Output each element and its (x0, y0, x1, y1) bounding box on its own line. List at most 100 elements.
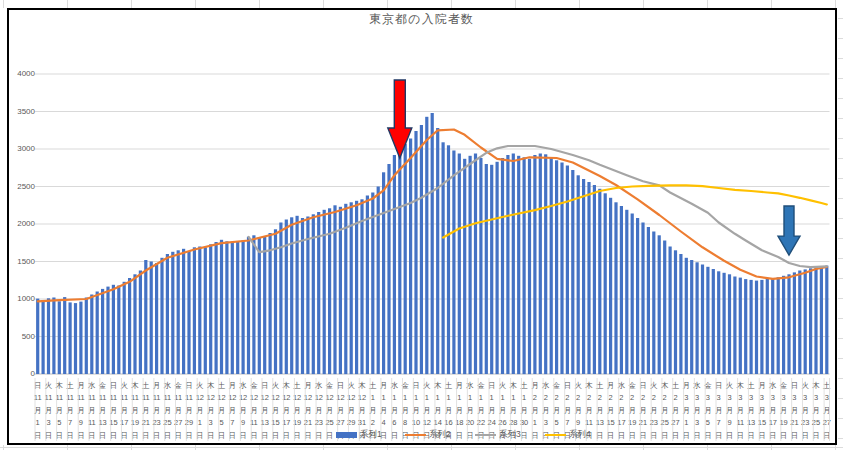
bar[interactable] (285, 220, 288, 375)
legend-item-系列4[interactable]: 系列4 (545, 429, 610, 441)
bar[interactable] (723, 273, 726, 374)
bar[interactable] (533, 155, 536, 374)
bar[interactable] (496, 162, 499, 374)
bar[interactable] (339, 207, 342, 374)
bar[interactable] (782, 276, 785, 374)
bar[interactable] (155, 263, 158, 374)
bar[interactable] (269, 233, 272, 374)
blue-down-arrow[interactable] (778, 206, 800, 255)
bar[interactable] (366, 196, 369, 375)
bar[interactable] (625, 210, 628, 374)
bar[interactable] (274, 229, 277, 374)
bar[interactable] (452, 151, 455, 375)
bar[interactable] (171, 252, 174, 374)
bar[interactable] (814, 267, 817, 374)
bar[interactable] (139, 271, 142, 375)
bar[interactable] (177, 250, 180, 374)
bar[interactable] (825, 266, 828, 374)
bar[interactable] (296, 216, 299, 374)
bar[interactable] (442, 142, 445, 374)
bar[interactable] (539, 154, 542, 375)
bar[interactable] (512, 154, 515, 375)
bar[interactable] (593, 185, 596, 374)
bar[interactable] (160, 258, 163, 374)
bar[interactable] (669, 247, 672, 375)
bar[interactable] (804, 269, 807, 374)
bar[interactable] (809, 268, 812, 374)
bar[interactable] (279, 223, 282, 375)
bar[interactable] (225, 241, 228, 374)
bar[interactable] (150, 262, 153, 375)
bar[interactable] (409, 139, 412, 375)
bar[interactable] (79, 302, 82, 374)
bar[interactable] (371, 193, 374, 375)
bar[interactable] (658, 235, 661, 374)
bar[interactable] (750, 280, 753, 374)
bar[interactable] (517, 156, 520, 374)
bar[interactable] (133, 274, 136, 374)
bar[interactable] (560, 163, 563, 375)
bar[interactable] (458, 154, 461, 375)
bar[interactable] (490, 165, 493, 374)
legend-item-系列3[interactable]: 系列3 (475, 429, 540, 441)
bar[interactable] (52, 298, 55, 375)
bar[interactable] (112, 285, 115, 374)
bar[interactable] (58, 301, 61, 374)
bar[interactable] (652, 232, 655, 375)
bar[interactable] (501, 158, 504, 374)
bar[interactable] (566, 166, 569, 375)
bar[interactable] (220, 240, 223, 374)
bar[interactable] (63, 297, 66, 374)
red-down-arrow[interactable] (388, 80, 412, 158)
bar[interactable] (587, 182, 590, 374)
bar[interactable] (544, 154, 547, 374)
bar[interactable] (204, 247, 207, 374)
bar[interactable] (609, 198, 612, 374)
bar[interactable] (604, 193, 607, 374)
bar[interactable] (506, 155, 509, 374)
bar[interactable] (766, 279, 769, 374)
bar[interactable] (263, 236, 266, 374)
bar[interactable] (647, 227, 650, 374)
legend-item-系列2[interactable]: 系列2 (405, 429, 470, 441)
bar[interactable] (42, 300, 45, 374)
bar[interactable] (436, 128, 439, 374)
bar[interactable] (614, 202, 617, 374)
bar[interactable] (425, 117, 428, 374)
bar[interactable] (523, 157, 526, 374)
bar[interactable] (663, 241, 666, 375)
bar[interactable] (90, 295, 93, 375)
bar[interactable] (793, 272, 796, 374)
bar[interactable] (479, 158, 482, 374)
bar[interactable] (209, 244, 212, 374)
bar[interactable] (701, 265, 704, 375)
bar[interactable] (247, 237, 250, 374)
bar[interactable] (117, 286, 120, 375)
bar[interactable] (798, 271, 801, 375)
bar[interactable] (431, 113, 434, 374)
plot-area[interactable] (0, 0, 843, 450)
bar[interactable] (820, 266, 823, 374)
legend-item-系列1[interactable]: 系列1 (336, 429, 401, 441)
bar[interactable] (128, 278, 131, 374)
bar[interactable] (679, 254, 682, 374)
bar[interactable] (582, 179, 585, 374)
bar[interactable] (85, 298, 88, 375)
bar[interactable] (242, 241, 245, 375)
bar[interactable] (290, 217, 293, 374)
bar[interactable] (198, 247, 201, 375)
bar[interactable] (182, 249, 185, 374)
line-series-系列4[interactable] (443, 185, 827, 237)
bar[interactable] (755, 281, 758, 374)
bar[interactable] (47, 298, 50, 374)
bar[interactable] (69, 302, 72, 374)
bar[interactable] (469, 156, 472, 374)
bar[interactable] (36, 299, 39, 374)
bar[interactable] (193, 247, 196, 374)
bar[interactable] (636, 218, 639, 374)
bar[interactable] (577, 175, 580, 374)
bar[interactable] (144, 260, 147, 374)
bar[interactable] (166, 254, 169, 374)
bar[interactable] (252, 235, 255, 374)
bar[interactable] (598, 189, 601, 374)
